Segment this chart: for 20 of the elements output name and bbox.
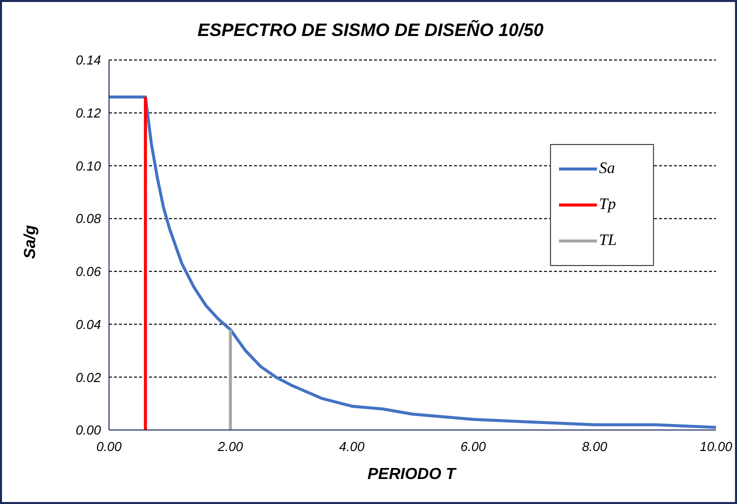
y-tick-label: 0.08	[76, 211, 102, 226]
legend-label: TL	[599, 232, 617, 250]
y-tick-label: 0.06	[76, 264, 102, 280]
x-tick-label: 0.00	[96, 439, 122, 454]
legend-label: Sa	[599, 160, 615, 178]
legend-label: Tp	[599, 196, 616, 214]
x-axis-title: PERIODO T	[366, 466, 458, 484]
y-tick-label: 0.04	[76, 316, 101, 332]
y-tick-label: 0.14	[76, 52, 101, 68]
x-tick-label: 4.00	[339, 439, 366, 454]
y-tick-label: 0.12	[76, 105, 102, 120]
y-tick-label: 0.00	[76, 422, 102, 438]
chart-title: ESPECTRO DE SISMO DE DISEÑO 10/50	[196, 20, 545, 41]
x-tick-label: 6.00	[460, 439, 487, 454]
x-tick-label: 2.00	[216, 439, 244, 454]
y-tick-label: 0.02	[76, 370, 102, 385]
x-tick-label: 8.00	[582, 439, 608, 454]
y-axis-title: Sa/g	[22, 224, 40, 261]
x-tick-label: 10.00	[700, 439, 734, 454]
y-tick-label: 0.10	[76, 158, 102, 174]
